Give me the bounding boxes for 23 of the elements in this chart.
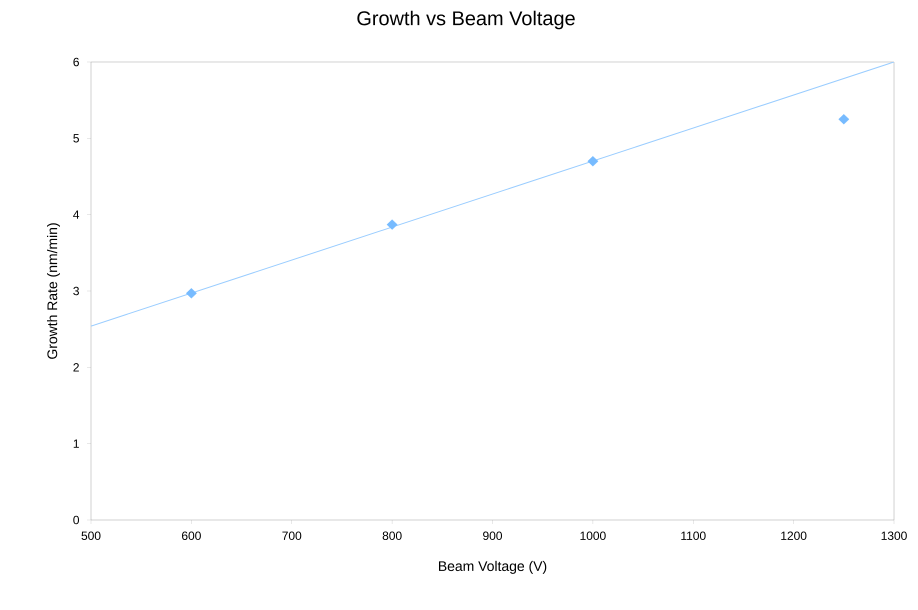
y-tick-label: 3 (73, 286, 79, 296)
y-axis-title: Growth Rate (nm/min) (46, 223, 60, 359)
x-axis-title: Beam Voltage (V) (438, 560, 546, 574)
y-tick-label: 2 (73, 363, 79, 372)
point (587, 156, 598, 166)
point (186, 288, 197, 298)
y-tick-label: 4 (73, 210, 80, 219)
point (838, 114, 850, 124)
point (386, 219, 398, 230)
chart-title: Growth vs Beam Voltage (357, 10, 575, 30)
x-tick-label: 900 (483, 532, 502, 540)
x-tick-label: 700 (282, 532, 302, 540)
y-tick-label: 5 (73, 134, 79, 142)
y-tick-label: 0 (73, 516, 80, 524)
y-tick-label: 1 (74, 440, 79, 448)
x-tick-label: 1100 (681, 532, 706, 540)
x-tick-label: 1000 (580, 532, 606, 540)
y-tick-label: 6 (73, 58, 79, 66)
x-tick-label: 600 (182, 532, 201, 540)
x-tick-label: 1200 (781, 532, 806, 540)
x-tick-label: 800 (382, 532, 402, 540)
x-tick-label: 500 (82, 532, 101, 540)
x-tick-label: 1300 (882, 532, 907, 540)
